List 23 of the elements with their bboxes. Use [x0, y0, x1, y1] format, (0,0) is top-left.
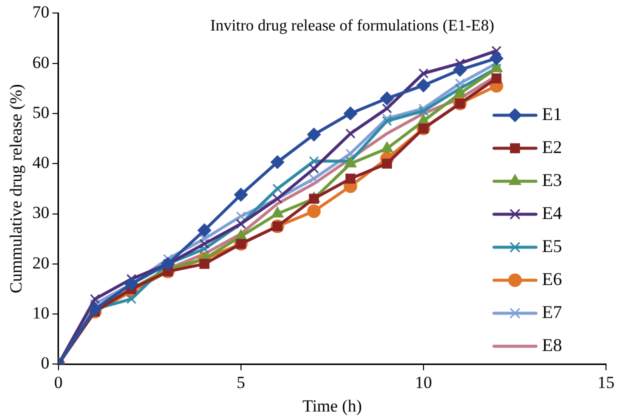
legend-label: E8	[542, 334, 562, 355]
y-tick-label: 10	[32, 304, 50, 323]
legend-label: E4	[542, 202, 562, 223]
x-tick-label: 5	[236, 372, 246, 392]
x-axis-title: Time (h)	[302, 396, 362, 416]
y-tick-label: 60	[32, 52, 50, 72]
legend-label: E1	[542, 104, 562, 124]
chart-title: Invitro drug release of formulations (E1-E8)	[210, 17, 494, 34]
legend-label: E2	[542, 136, 562, 157]
legend-label: E7	[542, 302, 562, 322]
x-tick-label: 0	[54, 372, 63, 392]
y-tick-label: 70	[32, 2, 50, 22]
y-tick-label: 30	[32, 203, 50, 222]
legend-label: E6	[542, 268, 562, 289]
y-tick-label: 50	[32, 102, 50, 122]
y-tick-label: 0	[40, 354, 50, 373]
y-tick-label: 20	[32, 253, 50, 272]
x-tick-label: 10	[414, 372, 432, 392]
legend-label: E5	[542, 236, 562, 256]
y-axis-title: Cummulative drug release (%)	[6, 84, 26, 294]
y-tick-label: 40	[32, 153, 50, 172]
legend-label: E3	[542, 170, 562, 190]
x-tick-label: 15	[598, 372, 614, 392]
